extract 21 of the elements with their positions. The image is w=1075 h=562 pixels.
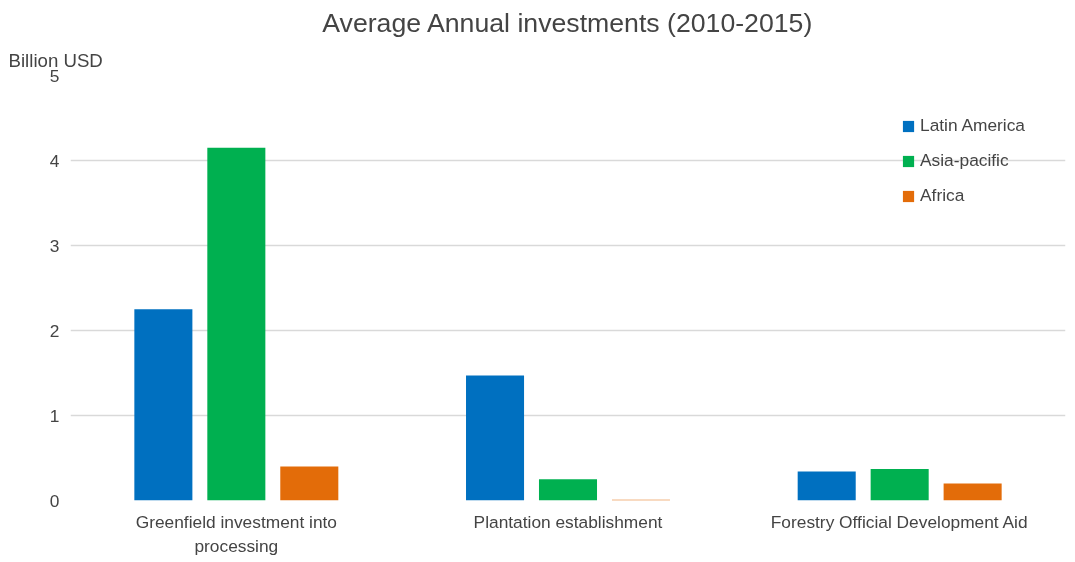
legend-label: Latin America — [920, 115, 1025, 136]
chart-title: Average Annual investments (2010-2015) — [322, 7, 813, 38]
bar — [134, 309, 193, 501]
y-tick-label: 3 — [49, 235, 60, 256]
legend-label: Africa — [920, 185, 965, 206]
bar — [943, 483, 1002, 501]
x-tick-label: Forestry Official Development Aid — [770, 511, 1028, 532]
y-tick-label: 0 — [49, 490, 60, 511]
y-tick-label: 1 — [49, 405, 60, 426]
bar — [280, 466, 339, 501]
x-tick-label: Plantation establishment — [473, 511, 663, 532]
x-tick-label: Greenfield investment into processing — [135, 511, 337, 556]
legend-label: Asia-pacific — [920, 150, 1009, 171]
bar — [870, 469, 929, 501]
bar — [797, 471, 856, 501]
y-tick-label: 2 — [49, 320, 60, 341]
y-tick-label: 4 — [49, 150, 60, 171]
y-axis-title: Billion USD — [8, 49, 103, 71]
bar — [207, 147, 266, 501]
bar — [538, 479, 598, 501]
bar — [466, 375, 525, 501]
